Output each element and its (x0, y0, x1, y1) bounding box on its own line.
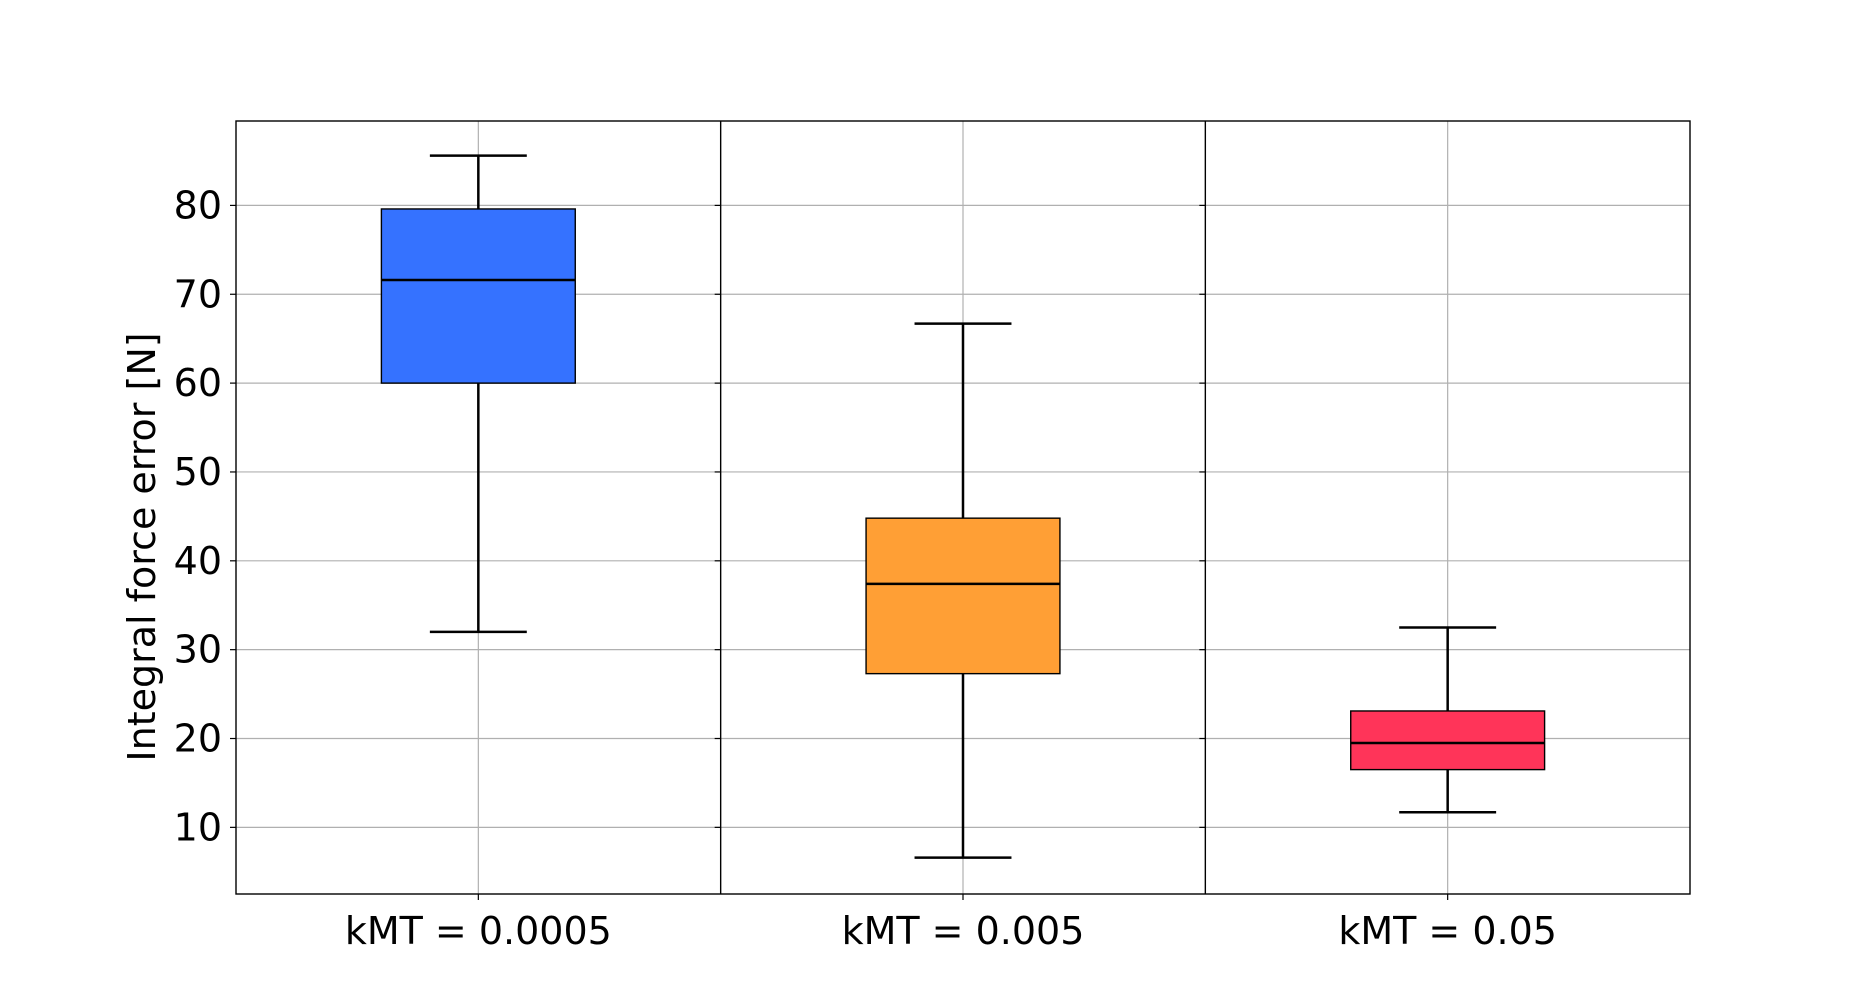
y-tick-label: 20 (174, 717, 222, 761)
box-1 (380, 154, 576, 634)
y-tick-label: 40 (174, 539, 222, 583)
box-2 (865, 322, 1061, 859)
y-tick-label: 50 (174, 450, 222, 494)
iqr-box (380, 208, 576, 384)
panel-separators (719, 121, 1207, 894)
x-tick-label: kMT = 0.005 (842, 909, 1085, 953)
y-tick-label: 60 (174, 361, 222, 405)
x-tick-label: kMT = 0.05 (1338, 909, 1557, 953)
y-axis-ticks: 10 20 30 40 50 60 70 80 (174, 183, 1206, 849)
y-tick-label: 30 (174, 628, 222, 672)
iqr-box (1350, 710, 1546, 771)
y-tick-label: 10 (174, 805, 222, 849)
y-axis-label: Integral force error [N] (120, 332, 164, 761)
y-tick-label: 80 (174, 183, 222, 227)
box-3 (1350, 626, 1546, 814)
iqr-box (865, 517, 1061, 675)
boxes-layer (380, 154, 1546, 859)
y-tick-label: 70 (174, 272, 222, 316)
x-axis-ticks: kMT = 0.0005 kMT = 0.005 kMT = 0.05 (345, 894, 1557, 953)
x-tick-label: kMT = 0.0005 (345, 909, 612, 953)
